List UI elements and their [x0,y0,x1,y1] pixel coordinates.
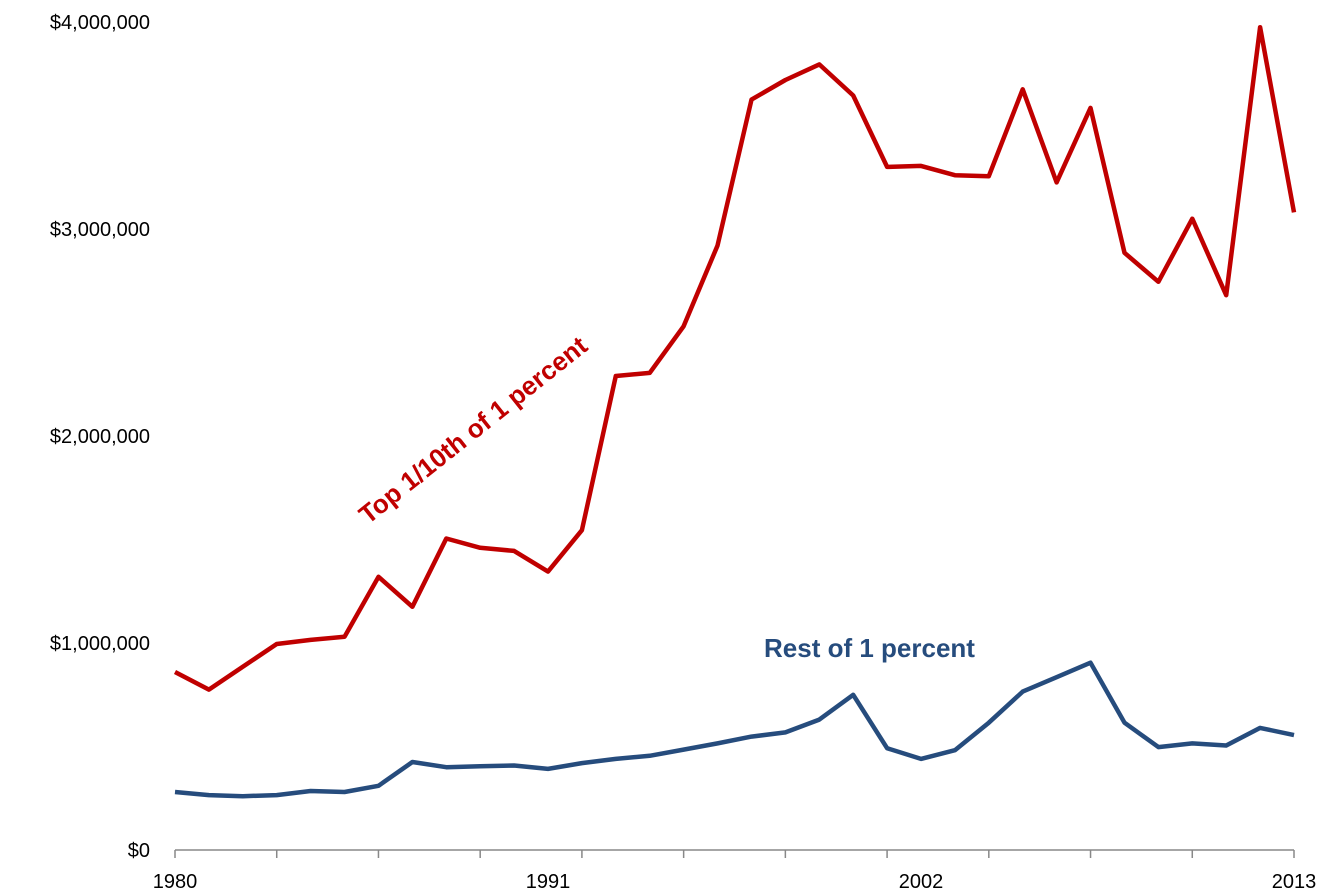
series-label-rest-of-one-percent: Rest of 1 percent [764,633,975,663]
x-tick-label: 2013 [1272,871,1317,893]
x-tick-label: 2002 [899,871,944,893]
series-layer [173,24,1297,799]
y-tick-label: $4,000,000 [50,12,150,34]
x-tick-label: 1980 [153,871,198,893]
x-axis-ticks [174,850,1295,858]
y-axis-tick-labels: $0 $1,000,000 $2,000,000 $3,000,000 $4,000,0… [50,12,150,862]
series-line-rest-of-one-percent [174,660,1295,799]
y-tick-label: $3,000,000 [50,219,150,241]
y-tick-label: $2,000,000 [50,426,150,448]
series-line-top-tenth-percent [173,24,1297,692]
y-tick-label: $1,000,000 [50,633,150,655]
series-label-top-tenth-percent: Top 1/10th of 1 percent [353,330,593,530]
axes [174,849,1295,858]
y-tick-label: $0 [128,840,150,862]
x-axis-tick-labels: 1980 1991 2002 2013 [153,871,1317,893]
x-tick-label: 1991 [526,871,571,893]
